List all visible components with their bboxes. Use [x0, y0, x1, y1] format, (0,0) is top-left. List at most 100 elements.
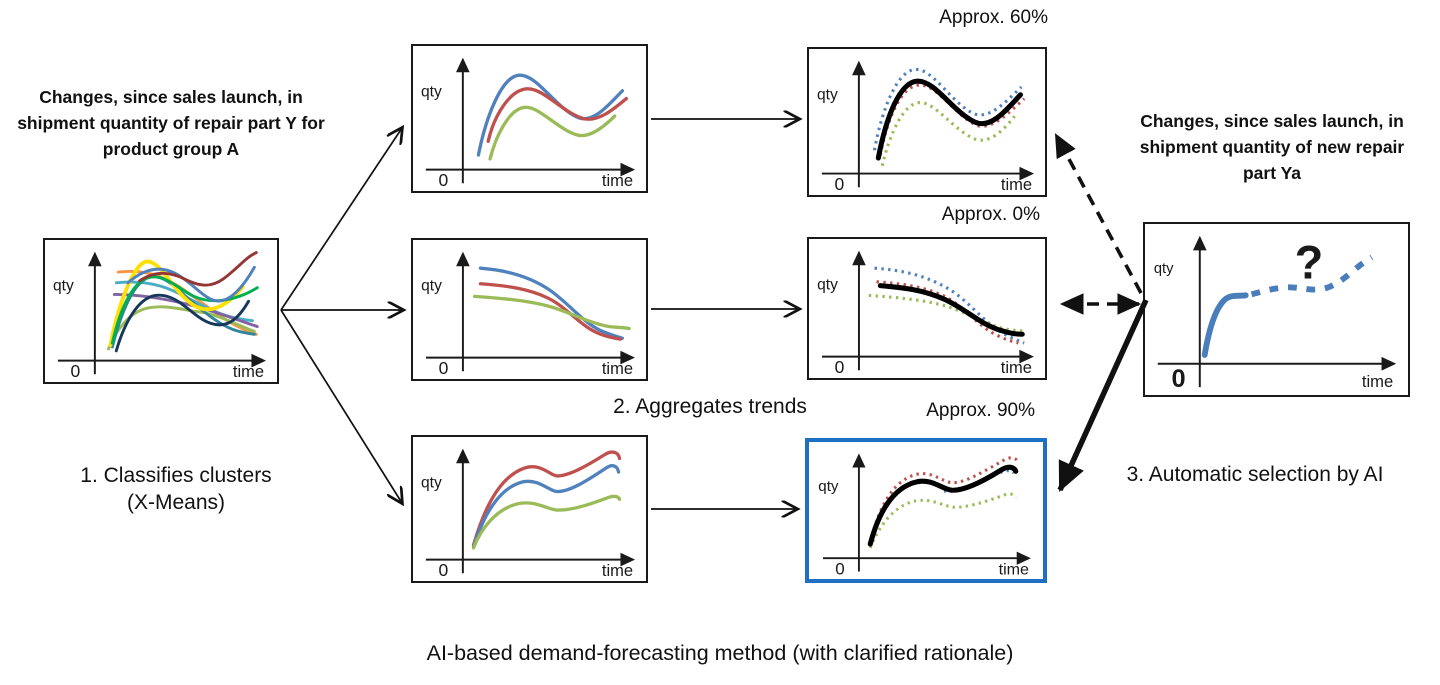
y-axis-label: qty [1154, 261, 1174, 277]
y-axis-label: qty [53, 278, 74, 295]
source-line-bright-green [110, 275, 259, 345]
y-axis-arrow-icon [852, 250, 866, 266]
source-series [107, 251, 259, 353]
x-axis-arrow-icon [1019, 166, 1035, 181]
green-dotted-line [880, 100, 1016, 167]
axes: qty 0 time [53, 251, 267, 381]
trend-chart-middle: qty 0 time [817, 250, 1034, 377]
y-axis-label: qty [421, 278, 442, 295]
blue-line [478, 266, 624, 340]
y-axis-arrow-icon [852, 60, 866, 76]
x-axis-arrow-icon [1019, 349, 1034, 364]
red-dotted-line [876, 280, 1019, 345]
aggregate-black-line [875, 78, 1023, 161]
source-line-navy [114, 293, 250, 353]
diagram-caption: AI-based demand-forecasting method (with… [426, 641, 1014, 665]
source-chart: qty 0 time [53, 251, 267, 381]
step1-label: 1. Classifies clusters (X-Means) [45, 462, 307, 516]
predicted-forecast-dashed-line [1250, 254, 1374, 298]
y-axis-arrow-icon [456, 448, 470, 464]
cluster-chart-bottom: qty 0 time [421, 448, 636, 580]
trend-chart-top: qty 0 time [817, 60, 1035, 194]
y-axis-arrow-icon [456, 251, 470, 267]
trend-bottom-dotted-series [868, 456, 1020, 549]
y-axis-arrow-icon [456, 57, 470, 73]
red-line [471, 450, 622, 547]
x-axis-arrow-icon [1016, 551, 1031, 565]
cluster-top-series [476, 73, 628, 161]
green-line [471, 494, 622, 550]
origin-label: 0 [71, 361, 81, 381]
red-line [486, 87, 628, 144]
x-axis-arrow-icon [620, 552, 636, 567]
origin-label: 0 [1171, 365, 1185, 393]
cluster-chart-top-panel: qty 0 time [411, 44, 648, 193]
axes: qty 0 time [1154, 235, 1397, 393]
cluster-chart-top: qty 0 time [421, 57, 636, 190]
source-chart-panel: qty 0 time [43, 238, 279, 384]
trend-chart-middle-panel: qty 0 time [807, 237, 1047, 380]
axes: qty 0 time [817, 60, 1035, 194]
green-line [472, 294, 631, 331]
green-line [488, 105, 617, 161]
blue-line [476, 73, 625, 157]
x-axis-label: time [999, 560, 1029, 578]
cluster-middle-series [472, 266, 631, 341]
step3-label: 3. Automatic selection by AI [1126, 463, 1384, 486]
match-label-bottom: Approx. 90% [926, 400, 1035, 421]
axes: qty 0 time [421, 251, 635, 378]
selection-arrows [1054, 133, 1149, 493]
source-line-steel-blue [126, 265, 256, 303]
source-line-cyan [114, 280, 254, 323]
x-axis-label: time [602, 359, 633, 378]
blue-dotted-line [872, 67, 1023, 151]
match-label-top: Approx. 60% [939, 7, 1048, 28]
y-axis-arrow-icon [852, 453, 866, 468]
trend-chart-bottom-panel-selected: qty 0 time [805, 438, 1047, 583]
step2-label: 2. Aggregates trends [613, 395, 807, 418]
y-axis-label: qty [421, 475, 442, 492]
x-axis-label: time [233, 362, 264, 381]
x-axis-label: time [1001, 358, 1032, 377]
cluster-chart-middle-panel: qty 0 time [411, 238, 648, 381]
origin-label: 0 [439, 170, 449, 190]
y-axis-label: qty [818, 478, 839, 495]
source-line-purple [112, 293, 259, 329]
cluster-chart-middle: qty 0 time [421, 251, 635, 378]
question-mark: ? [1295, 237, 1324, 289]
origin-label: 0 [439, 560, 449, 580]
y-axis-arrow-icon [1192, 235, 1207, 251]
source-line-olive [107, 305, 256, 351]
new-part-chart-panel: qty 0 time ? [1143, 222, 1410, 397]
cluster-chart-bottom-panel: qty 0 time [411, 435, 648, 583]
blue-dotted-line [874, 266, 1025, 345]
source-line-brick [138, 251, 258, 287]
trend-chart-bottom: qty 0 time [818, 453, 1031, 578]
x-axis-arrow-icon [251, 353, 267, 368]
right-note: Changes, since sales launch, in shipment… [1139, 111, 1405, 183]
aggregate-black-line [867, 464, 1019, 547]
red-dotted-line [868, 456, 1020, 543]
axes: qty 0 time [421, 57, 636, 190]
origin-label: 0 [835, 559, 844, 578]
axes: qty 0 time [817, 250, 1034, 377]
cluster-bottom-series [471, 450, 622, 550]
origin-label: 0 [835, 174, 845, 194]
x-axis-arrow-icon [620, 350, 635, 365]
origin-label: 0 [439, 358, 449, 378]
y-axis-label: qty [421, 84, 442, 101]
x-axis-arrow-icon [620, 162, 636, 177]
match-label-middle: Approx. 0% [941, 204, 1040, 225]
y-axis-label: qty [817, 87, 838, 104]
green-dotted-line [868, 492, 1018, 549]
axes: qty 0 time [818, 453, 1031, 578]
step1-line2: (X-Means) [126, 491, 226, 514]
x-axis-label: time [1362, 372, 1393, 391]
x-axis-label: time [1001, 175, 1032, 194]
y-axis-label: qty [817, 277, 838, 294]
origin-label: 0 [835, 357, 845, 377]
trend-top-dotted-series [872, 67, 1026, 167]
y-axis-arrow-icon [88, 251, 102, 267]
aggregate-black-line [877, 283, 1025, 337]
